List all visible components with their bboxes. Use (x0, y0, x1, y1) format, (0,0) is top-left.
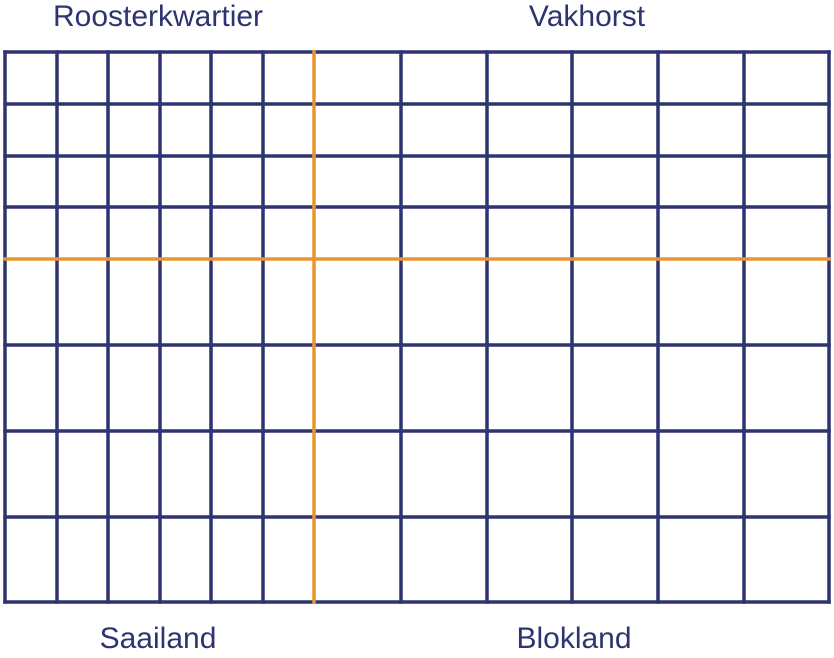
region-label-bottom-left: Saailand (99, 622, 217, 655)
divider-lines (3, 50, 831, 604)
grid-lines (3, 50, 831, 604)
region-label-top-left: Roosterkwartier (52, 0, 264, 33)
region-label-bottom-right: Blokland (516, 622, 632, 655)
region-label-top-right: Vakhorst (528, 0, 646, 33)
